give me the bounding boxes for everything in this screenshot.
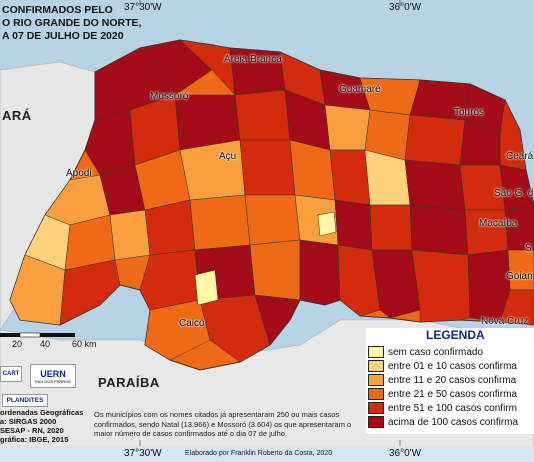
state-label-ceara: ARÁ xyxy=(2,108,32,123)
city-label-sao-goncalo: São G. do xyxy=(494,188,534,199)
municipality-polygons xyxy=(9,39,534,363)
city-label-s: S xyxy=(525,243,532,254)
author-credit: Elaborado por Franklin Roberto da Costa,… xyxy=(185,450,333,457)
legend-item: entre 01 e 10 casos confirma xyxy=(368,360,517,372)
municipality-polygon xyxy=(144,299,211,361)
legend-swatch xyxy=(368,360,384,372)
legend-label: entre 11 e 20 casos confirma xyxy=(388,374,517,386)
municipality-polygon xyxy=(189,194,251,251)
uern-logo-subtext: PAU DOS FERROS xyxy=(35,378,71,384)
city-label-touros: Touros xyxy=(454,107,485,118)
coord-top-right: 36°0'W xyxy=(389,2,422,13)
city-label-apodi: Apodi xyxy=(66,168,92,179)
legend-item: entre 51 e 100 casos confirm xyxy=(368,402,517,414)
coord-bottom-left: 37°30'W xyxy=(124,448,162,459)
legend-label: entre 51 e 100 casos confirm xyxy=(388,402,517,414)
municipality-polygon xyxy=(244,194,301,246)
municipality-polygon xyxy=(329,149,371,206)
municipality-polygon xyxy=(299,239,341,306)
municipality-polygon xyxy=(334,199,373,251)
municipality-polygon xyxy=(499,289,534,326)
legend-item: entre 21 e 50 casos confirma xyxy=(368,388,517,400)
title-line-1: CONFIRMADOS PELO xyxy=(2,4,113,16)
municipality-polygon xyxy=(409,204,469,256)
credits-block: ordenadas Geográficas a: SIRGAS 2000 SES… xyxy=(0,408,92,444)
municipality-polygon xyxy=(369,204,413,251)
map-note: Os municípios com os nomes citados já ap… xyxy=(94,410,352,438)
credits-line-2: a: SIRGAS 2000 xyxy=(0,417,57,426)
city-label-areia-branca: Areia Branca xyxy=(224,54,282,65)
municipality-polygon xyxy=(249,239,301,301)
legend-swatch xyxy=(368,374,384,386)
coordinate-grid xyxy=(139,0,401,446)
legend-item: entre 11 e 20 casos confirma xyxy=(368,374,516,386)
coord-bottom-right: 36°0'W xyxy=(389,448,422,459)
legend-label: entre 01 e 10 casos confirma xyxy=(388,360,517,372)
municipality-polygon xyxy=(139,249,201,311)
legend-label: acima de 100 casos confirma xyxy=(388,416,519,428)
legend-swatch xyxy=(368,402,384,414)
credits-line-1: ordenadas Geográficas xyxy=(0,408,84,417)
municipality-polygon xyxy=(179,139,246,201)
municipality-polygon xyxy=(404,114,466,166)
municipality-polygon xyxy=(254,294,301,346)
municipality-polygon xyxy=(317,211,337,237)
title-line-3: A 07 DE JULHO DE 2020 xyxy=(2,30,124,42)
municipality-polygon xyxy=(404,159,466,211)
municipality-polygon xyxy=(234,89,291,141)
scale-tick-20: 20 xyxy=(12,339,23,349)
plandites-logo: PLANDITES xyxy=(2,394,48,407)
state-label-paraiba: PARAÍBA xyxy=(98,375,160,390)
legend-label: sem caso confirmado xyxy=(388,346,484,358)
city-label-macaiba: Macaíba xyxy=(479,218,518,229)
legend-item: sem caso confirmado xyxy=(368,346,483,358)
city-label-acu: Açu xyxy=(219,151,237,162)
municipality-polygon xyxy=(507,249,534,291)
municipality-polygon xyxy=(411,249,471,323)
municipality-polygon xyxy=(9,254,66,326)
scale-bar xyxy=(0,332,75,338)
municipality-polygon xyxy=(59,259,121,326)
scale-tick-40: 40 xyxy=(40,339,51,349)
municipality-polygon xyxy=(144,199,196,256)
legend: LEGENDA sem caso confirmado entre 01 e 10… xyxy=(366,328,534,434)
city-label-guamare: Guamaré xyxy=(339,84,381,95)
legend-swatch xyxy=(368,388,384,400)
legend-item: acima de 100 casos confirma xyxy=(368,416,518,428)
city-label-goianinha: Goiani xyxy=(506,271,534,282)
legend-title: LEGENDA xyxy=(426,328,485,342)
legend-label: entre 21 e 50 casos confirma xyxy=(388,388,517,400)
legend-swatch xyxy=(368,416,384,428)
city-label-nova-cruz: Nova Cruz xyxy=(481,316,529,327)
coord-top-left: 37°30'W xyxy=(124,2,162,13)
title-line-2: O RIO GRANDE DO NORTE, xyxy=(2,17,142,29)
municipality-polygon xyxy=(199,294,271,363)
uern-logo-text: UERN xyxy=(40,368,66,379)
municipality-polygon xyxy=(337,244,381,317)
legend-swatch xyxy=(368,346,384,358)
scale-tick-60: 60 km xyxy=(72,339,97,349)
city-label-mossoro: Mossoró xyxy=(150,91,189,102)
city-label-ceara-mirim: Ceará- xyxy=(506,151,534,162)
municipality-polygon xyxy=(324,104,371,151)
footer-bar xyxy=(0,446,534,462)
cart-logo: CART xyxy=(0,366,22,382)
municipality-polygon xyxy=(109,209,151,261)
credits-line-3: SESAP - RN, 2020 xyxy=(0,426,64,435)
municipality-polygon xyxy=(371,249,421,319)
municipality-polygon xyxy=(194,269,219,306)
credits-line-4: gráfica: IBGE, 2015 xyxy=(0,435,69,444)
city-label-caico: Caicó xyxy=(179,318,205,329)
municipality-polygon xyxy=(239,139,296,196)
municipality-polygon xyxy=(464,209,509,256)
map-title: CONFIRMADOS PELO O RIO GRANDE DO NORTE, … xyxy=(2,4,141,43)
uern-logo: UERN PAU DOS FERROS xyxy=(30,364,76,388)
